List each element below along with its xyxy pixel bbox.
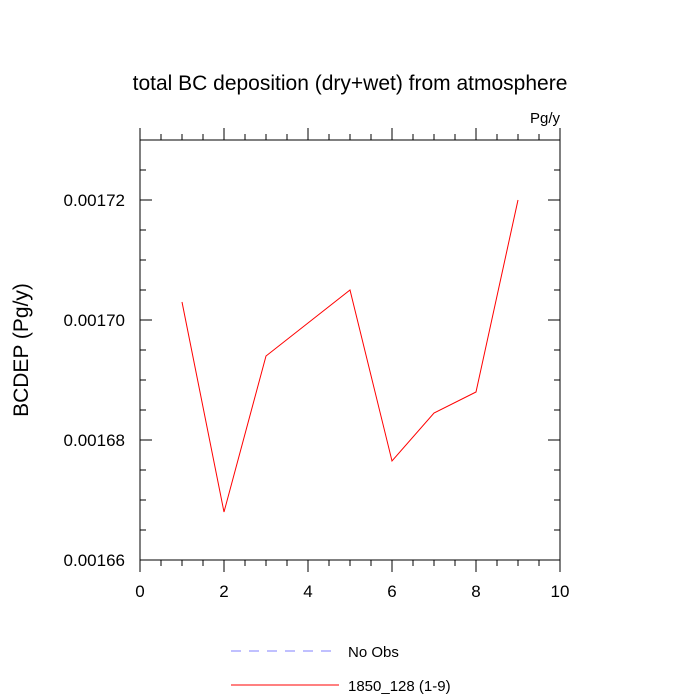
y-axis-label: BCDEP (Pg/y) bbox=[10, 283, 33, 417]
axis-tick-labels: 0 2 4 6 8 10 0.00166 0.00168 0.00170 0.00172 bbox=[64, 191, 570, 601]
y-tick-label: 0.00168 bbox=[64, 431, 125, 450]
legend: No Obs 1850_128 (1-9) bbox=[231, 644, 451, 695]
x-tick-label: 6 bbox=[387, 582, 396, 601]
x-tick-label: 0 bbox=[135, 582, 144, 601]
chart-title: total BC deposition (dry+wet) from atmos… bbox=[133, 72, 568, 95]
axis-ticks bbox=[139, 128, 561, 572]
y-tick-label: 0.00172 bbox=[64, 191, 125, 210]
y-tick-label: 0.00166 bbox=[64, 551, 125, 570]
y-tick-label: 0.00170 bbox=[64, 311, 125, 330]
x-tick-label: 10 bbox=[551, 582, 570, 601]
plot-border bbox=[139, 139, 561, 561]
units-label: Pg/y bbox=[530, 110, 561, 127]
plot-frame bbox=[139, 139, 561, 561]
legend-label: 1850_128 (1-9) bbox=[348, 678, 451, 695]
series-line bbox=[181, 199, 519, 513]
series-layer bbox=[181, 199, 519, 513]
legend-label: No Obs bbox=[348, 644, 399, 661]
x-tick-label: 8 bbox=[471, 582, 480, 601]
x-tick-label: 4 bbox=[303, 582, 312, 601]
x-tick-label: 2 bbox=[219, 582, 228, 601]
